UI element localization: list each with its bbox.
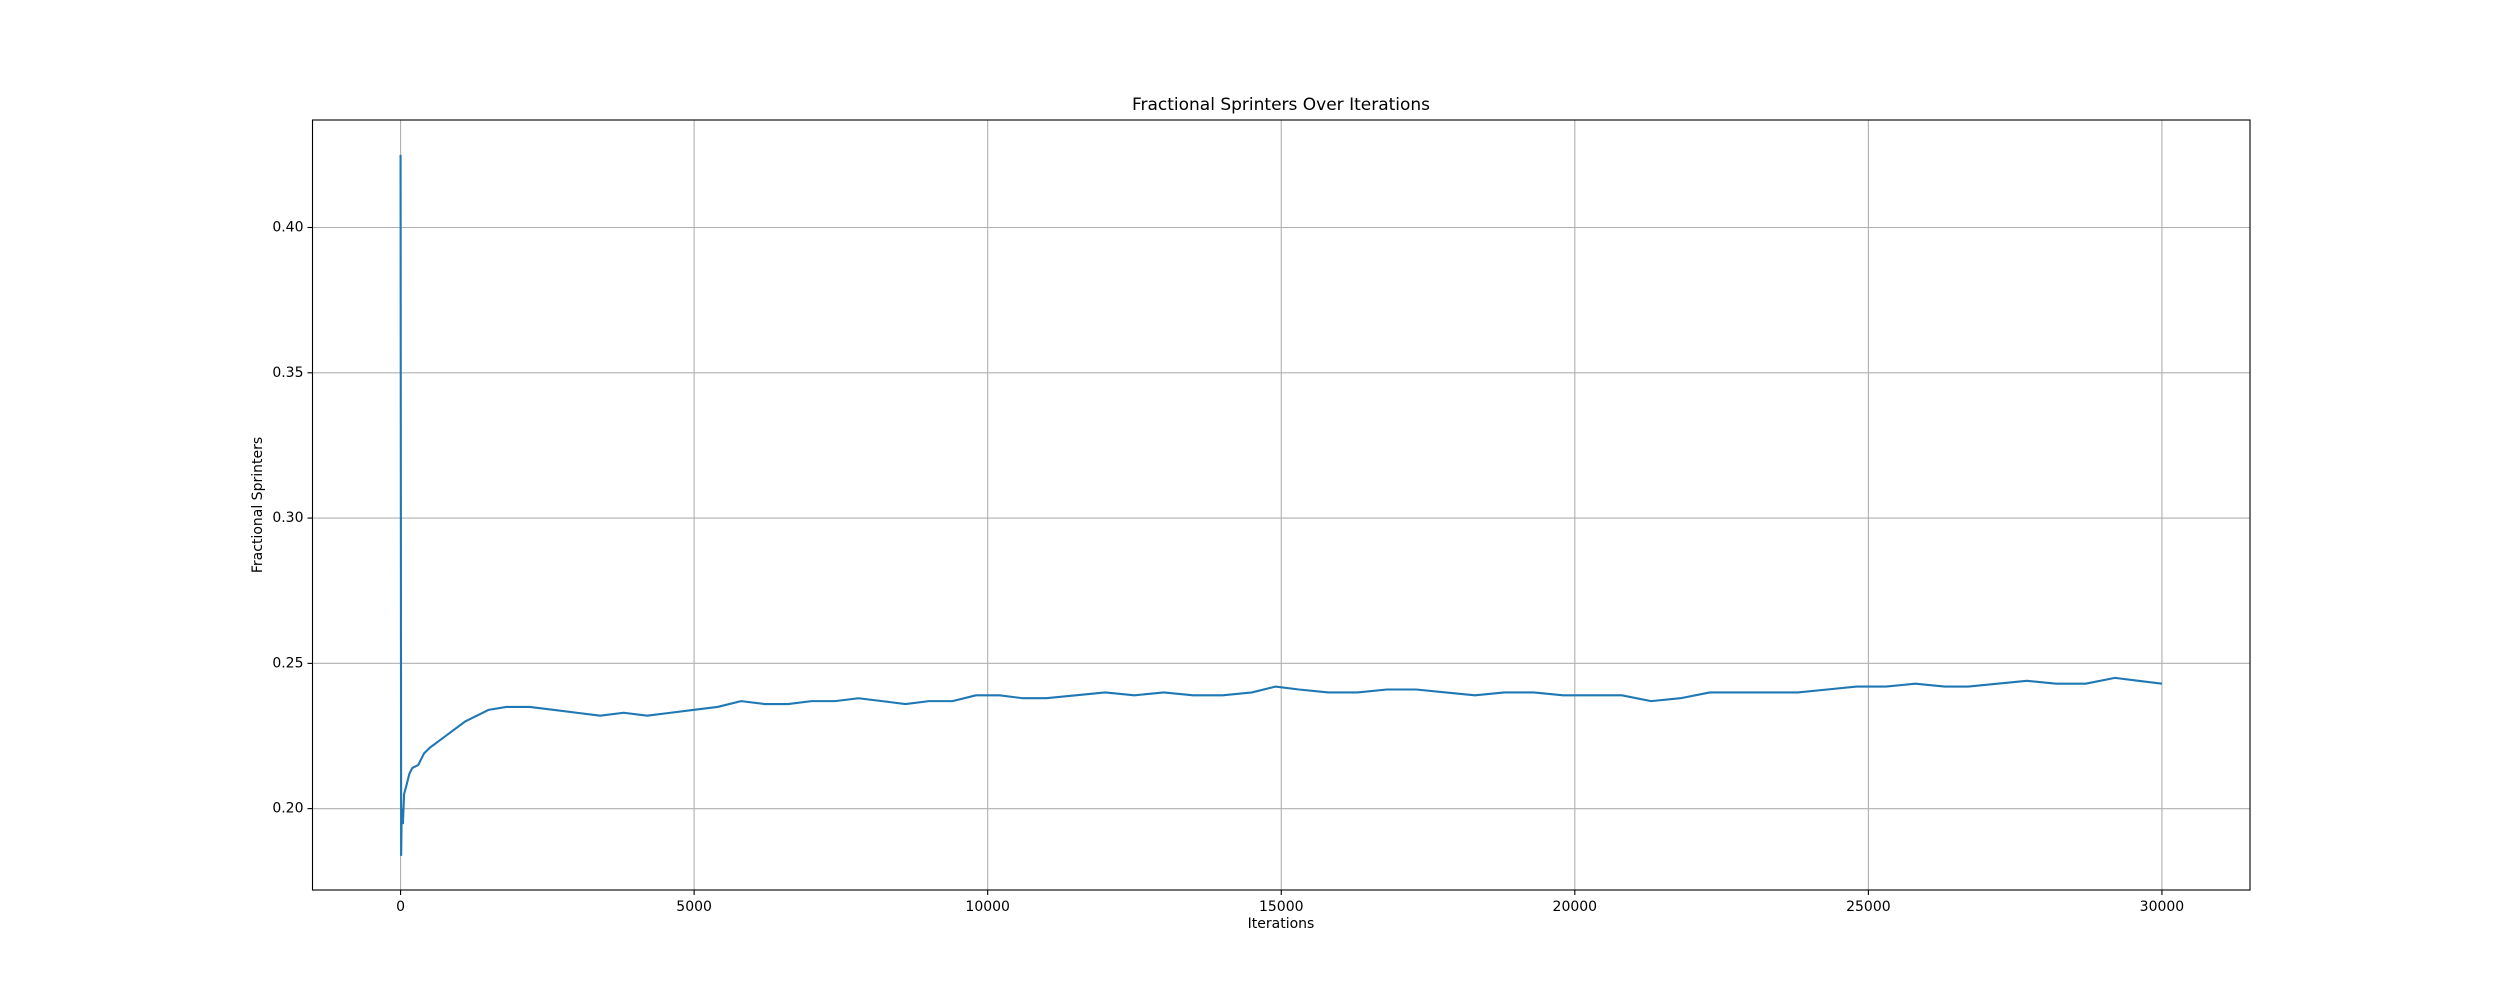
y-tick-label: 0.40 <box>272 220 303 236</box>
x-axis-label: Iterations <box>1248 916 1315 932</box>
y-tick-label: 0.30 <box>272 510 303 526</box>
x-tick-label: 5000 <box>676 899 712 915</box>
data-line <box>399 154 2163 857</box>
x-tick-label: 20000 <box>1553 899 1598 915</box>
x-tick-label: 10000 <box>965 899 1010 915</box>
y-tick-label: 0.20 <box>272 801 303 817</box>
y-tick-label: 0.25 <box>272 655 303 671</box>
x-tick-label: 15000 <box>1259 899 1304 915</box>
y-axis-label: Fractional Sprinters <box>250 437 266 573</box>
y-tick-label: 0.35 <box>272 365 303 381</box>
x-tick-label: 25000 <box>1846 899 1891 915</box>
x-tick-label: 30000 <box>2140 899 2185 915</box>
plot-frame <box>311 119 2251 891</box>
x-tick-label: 0 <box>396 899 405 915</box>
chart-title: Fractional Sprinters Over Iterations <box>1132 95 1430 115</box>
